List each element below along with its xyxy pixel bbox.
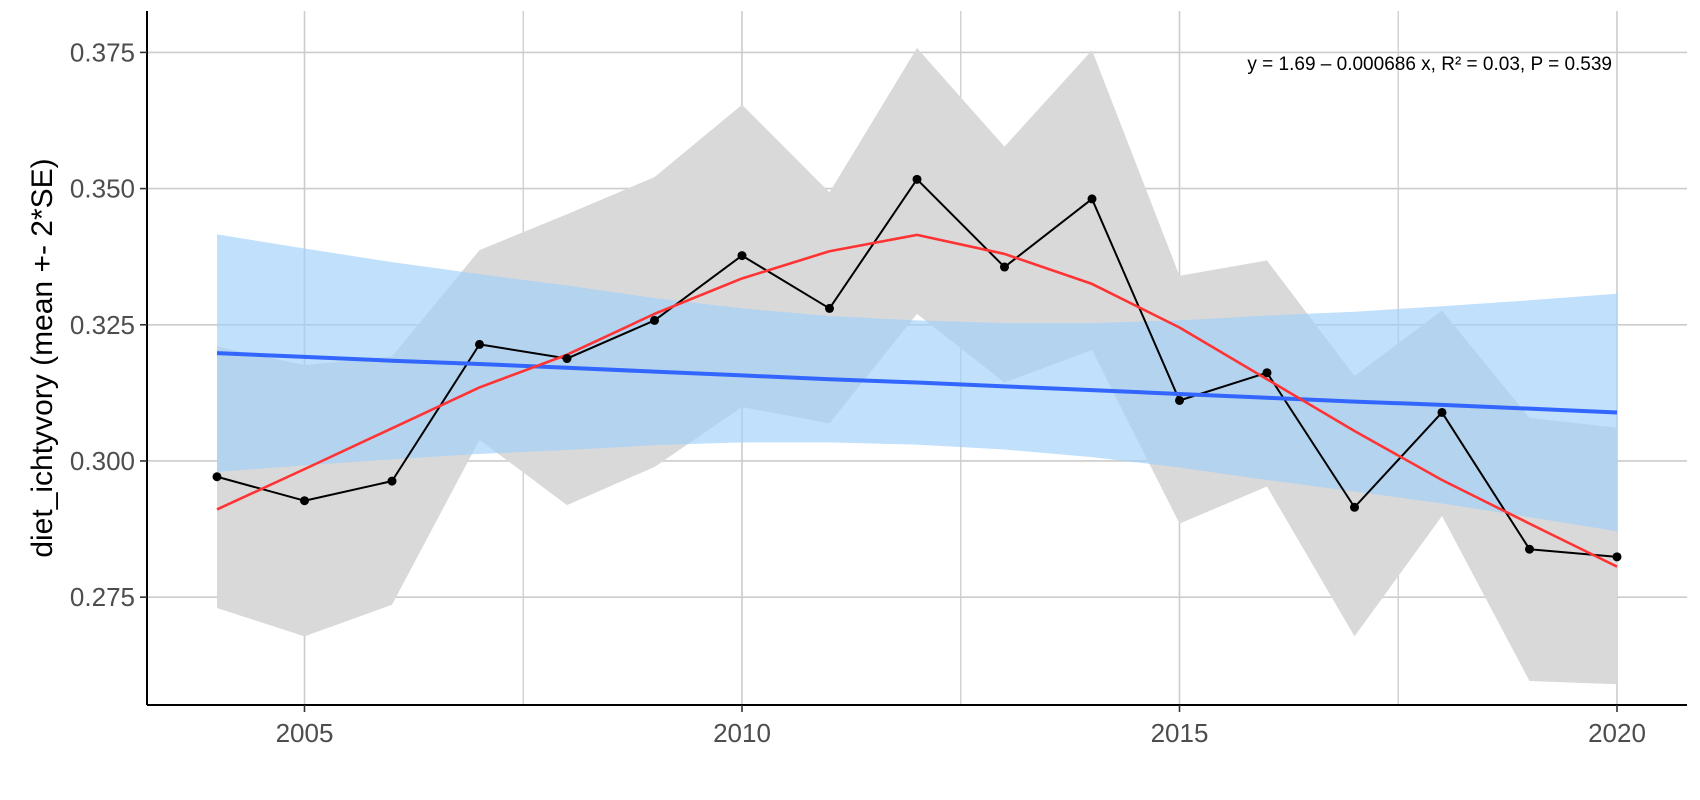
data-point xyxy=(475,339,484,349)
data-point xyxy=(912,174,922,184)
data-point xyxy=(825,303,834,313)
data-point xyxy=(562,354,572,364)
x-tick-label: 2020 xyxy=(1588,718,1646,748)
lm-fit-line xyxy=(216,351,1618,415)
y-tick-label: 0.375 xyxy=(70,37,135,67)
data-point xyxy=(1000,262,1009,272)
x-tick-label: 2010 xyxy=(713,718,771,748)
x-tick-label: 2005 xyxy=(276,718,334,748)
data-point xyxy=(1350,502,1359,512)
loess-line xyxy=(216,233,1618,568)
axes: 0.275 0.300 0.325 0.350 0.375 2005 2010 2015 202… xyxy=(70,11,1687,748)
y-tick-label: 0.275 xyxy=(70,582,135,612)
data-point xyxy=(212,472,222,482)
data-point xyxy=(1437,407,1447,417)
y-axis-label: diet_ichtyvory (mean +- 2*SE) xyxy=(26,158,59,557)
data-point xyxy=(1175,395,1184,405)
data-point xyxy=(1525,544,1534,554)
data-point xyxy=(387,476,397,486)
data-point xyxy=(737,251,747,261)
data-point xyxy=(1612,552,1622,562)
data-point xyxy=(300,496,309,506)
y-tick-label: 0.350 xyxy=(70,174,135,204)
data-point xyxy=(650,315,659,325)
x-tick-label: 2015 xyxy=(1151,718,1209,748)
data-point xyxy=(1087,194,1097,204)
data-points xyxy=(212,174,1622,562)
y-tick-label: 0.325 xyxy=(70,310,135,340)
y-tick-label: 0.300 xyxy=(70,446,135,476)
regression-annotation: y = 1.69 – 0.000686 x, R² = 0.03, P = 0.… xyxy=(1247,54,1612,75)
data-point xyxy=(1262,368,1272,378)
